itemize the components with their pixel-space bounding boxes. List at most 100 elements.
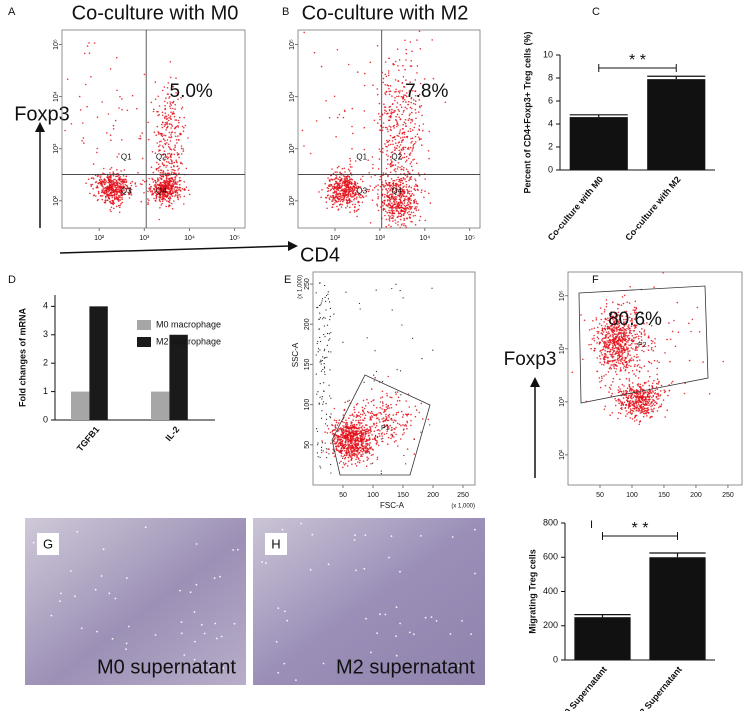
event-dot — [85, 83, 87, 86]
event-dot — [339, 197, 342, 199]
event-dot — [625, 377, 628, 380]
event-dot — [325, 413, 328, 415]
event-dot — [407, 130, 410, 132]
event-dot — [164, 188, 167, 191]
event-dot — [613, 367, 616, 370]
event-dot — [384, 143, 386, 145]
event-dot — [158, 105, 161, 107]
event-dot — [160, 134, 163, 136]
event-dot — [395, 208, 397, 210]
event-dot — [116, 196, 118, 199]
event-dot — [628, 361, 630, 363]
event-dot — [617, 339, 619, 342]
event-dot — [319, 465, 321, 467]
event-dot — [376, 458, 379, 461]
event-dot — [615, 326, 618, 328]
event-dot — [401, 201, 403, 203]
event-dot — [625, 360, 628, 363]
event-dot — [316, 452, 318, 454]
event-dot — [396, 102, 399, 104]
event-dot — [387, 419, 390, 422]
event-dot — [616, 342, 619, 345]
event-dot — [403, 224, 405, 227]
event-dot — [412, 146, 415, 149]
event-dot — [384, 126, 387, 129]
event-dot — [338, 113, 341, 116]
event-dot — [398, 116, 401, 118]
event-dot — [171, 159, 173, 162]
event-dot — [164, 172, 167, 175]
event-dot — [93, 42, 96, 44]
event-dot — [413, 453, 416, 455]
event-dot — [131, 94, 134, 97]
event-dot — [167, 93, 169, 96]
event-dot — [356, 454, 358, 456]
event-dot — [120, 187, 122, 190]
event-dot — [395, 118, 397, 121]
event-dot — [431, 39, 434, 41]
event-dot — [411, 111, 413, 114]
event-dot — [383, 200, 386, 202]
event-dot — [601, 329, 604, 332]
event-dot — [382, 151, 384, 153]
event-dot — [596, 330, 598, 333]
event-dot — [403, 219, 406, 221]
event-dot — [637, 385, 639, 387]
event-dot — [347, 63, 350, 66]
event-dot — [623, 294, 626, 297]
event-dot — [129, 190, 131, 192]
event-dot — [607, 360, 609, 362]
event-dot — [345, 202, 348, 204]
event-dot — [388, 119, 390, 122]
event-dot — [315, 120, 318, 122]
event-dot — [605, 303, 608, 305]
event-dot — [648, 404, 650, 407]
event-dot — [635, 369, 638, 371]
event-dot — [177, 169, 179, 171]
event-dot — [393, 169, 396, 171]
event-dot — [387, 375, 390, 378]
event-dot — [111, 186, 113, 189]
event-dot — [369, 419, 371, 421]
event-dot — [344, 457, 346, 460]
event-dot — [157, 110, 159, 113]
event-dot — [431, 287, 433, 289]
event-dot — [410, 137, 412, 140]
event-dot — [112, 203, 114, 206]
event-dot — [393, 196, 395, 199]
event-dot — [170, 127, 172, 129]
event-dot — [391, 108, 393, 111]
event-dot — [110, 166, 113, 169]
event-dot — [417, 172, 420, 174]
event-dot — [652, 399, 654, 401]
gate-label: Q3 — [121, 187, 132, 196]
event-dot — [403, 432, 405, 434]
event-dot — [410, 199, 413, 201]
event-dot — [319, 340, 322, 343]
event-dot — [369, 61, 372, 64]
event-dot — [609, 327, 611, 330]
event-dot — [397, 108, 400, 111]
event-dot — [361, 422, 363, 424]
event-dot — [350, 452, 353, 454]
event-dot — [171, 182, 174, 185]
event-dot — [118, 191, 120, 193]
event-dot — [347, 446, 349, 449]
event-dot — [175, 161, 178, 163]
event-dot — [654, 392, 657, 394]
event-dot — [380, 438, 383, 440]
event-dot — [365, 195, 367, 197]
event-dot — [658, 406, 660, 409]
event-dot — [353, 211, 356, 213]
event-dot — [410, 220, 412, 223]
event-dot — [402, 433, 404, 436]
event-dot — [365, 405, 367, 407]
event-dot — [379, 406, 382, 409]
event-dot — [387, 175, 389, 178]
event-dot — [355, 403, 358, 406]
event-dot — [378, 412, 380, 414]
gate-label: Q3 — [356, 187, 367, 196]
y-tick-label: 150 — [304, 358, 311, 370]
event-dot — [410, 190, 412, 193]
event-dot — [411, 129, 414, 131]
